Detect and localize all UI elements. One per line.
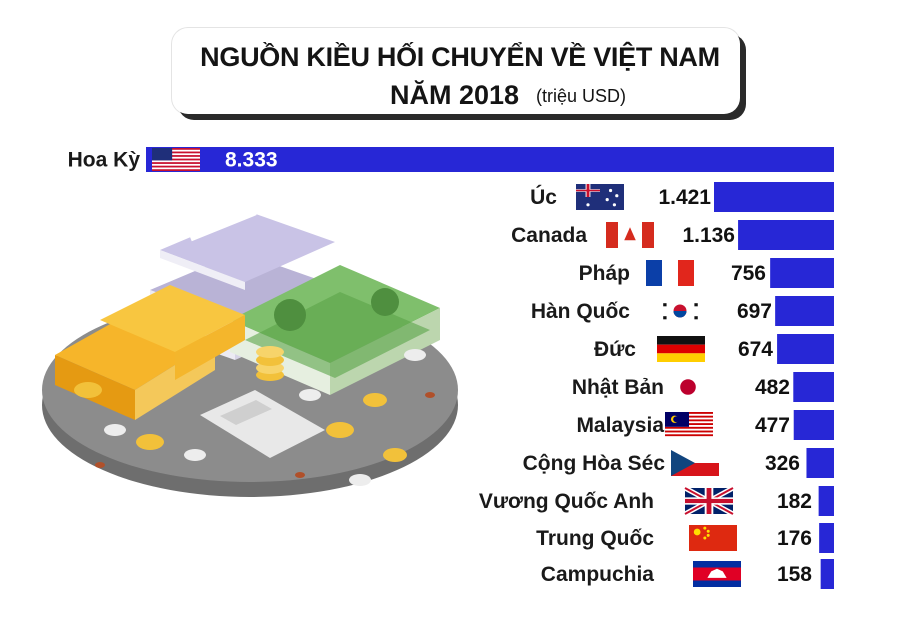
coins (74, 346, 435, 486)
category-label: Nhật Bản (572, 376, 664, 399)
dollar-banknote-stack (230, 265, 440, 395)
category-label: Cộng Hòa Séc (523, 452, 666, 475)
bar (820, 559, 834, 589)
chart-unit: (triệu USD) (536, 86, 627, 106)
category-label: Trung Quốc (536, 527, 654, 550)
value-label: 1.421 (658, 186, 711, 209)
bar-row-11: Campuchia 158 (541, 559, 834, 589)
value-label: 326 (765, 452, 800, 475)
bar-row-5: Đức 674 (594, 334, 834, 364)
value-label: 697 (737, 300, 772, 323)
bar-row-9: Vương Quốc Anh 182 (479, 485, 834, 517)
category-label: Pháp (579, 262, 630, 285)
bar-row-2: Canada 1.136 (511, 220, 834, 250)
bar (793, 372, 834, 402)
category-label: Hàn Quốc (531, 300, 630, 323)
bar-row-3: Pháp 756 (579, 258, 834, 288)
ca-flag-icon (606, 222, 654, 248)
value-label: 477 (755, 414, 790, 437)
bar (775, 296, 834, 326)
bar-row-10: Trung Quốc 176 (536, 523, 834, 553)
gold-bars (55, 285, 245, 420)
title-box: NGUỒN KIỀU HỐI CHUYỂN VỀ VIỆT NAM NĂM 20… (172, 28, 740, 114)
fr-flag-icon (646, 260, 694, 286)
category-label: Vương Quốc Anh (479, 490, 654, 513)
value-label: 674 (738, 338, 773, 361)
value-label: 1.136 (682, 224, 735, 247)
bar (777, 334, 834, 364)
category-label: Úc (530, 185, 557, 209)
bar (819, 523, 834, 553)
value-label: 8.333 (225, 149, 278, 172)
us-flag-icon (152, 148, 200, 171)
category-label: Hoa Kỳ (68, 149, 141, 172)
category-label: Malaysia (576, 414, 664, 437)
value-label: 182 (777, 490, 812, 513)
bar (806, 448, 834, 478)
value-label: 176 (777, 527, 812, 550)
gb-flag-icon (683, 485, 735, 517)
bar (738, 220, 834, 250)
au-flag-icon (576, 184, 624, 210)
value-label: 482 (755, 376, 790, 399)
kr-flag-icon (656, 298, 704, 324)
bar-row-4: Hàn Quốc 697 (531, 296, 834, 326)
bar-row-8: Cộng Hòa Séc 326 (523, 448, 834, 478)
category-label: Canada (511, 224, 587, 247)
cn-flag-icon (689, 525, 737, 551)
bar (818, 486, 834, 516)
de-flag-icon (657, 336, 705, 362)
money-illustration (42, 205, 458, 497)
chart-title-year: NĂM 2018 (390, 80, 520, 110)
bar (793, 410, 834, 440)
credit-card (200, 390, 325, 458)
bar (714, 182, 834, 212)
jp-flag-icon (664, 374, 712, 400)
bar (146, 147, 834, 172)
chart-title: NGUỒN KIỀU HỐI CHUYỂN VỀ VIỆT NAM (200, 42, 720, 72)
kh-flag-icon (693, 561, 741, 587)
bar-row-6: Nhật Bản 482 (572, 372, 834, 402)
bar-row-1: Úc 1.421 (530, 182, 834, 212)
bar (770, 258, 834, 288)
value-label: 158 (777, 563, 812, 586)
cz-flag-icon (671, 450, 719, 476)
category-label: Campuchia (541, 563, 655, 586)
my-flag-icon (665, 412, 713, 438)
bar-row-0: Hoa Kỳ 8.333 (68, 147, 834, 172)
value-label: 756 (731, 262, 766, 285)
category-label: Đức (594, 338, 636, 361)
bar-row-7: Malaysia 477 (576, 410, 834, 440)
